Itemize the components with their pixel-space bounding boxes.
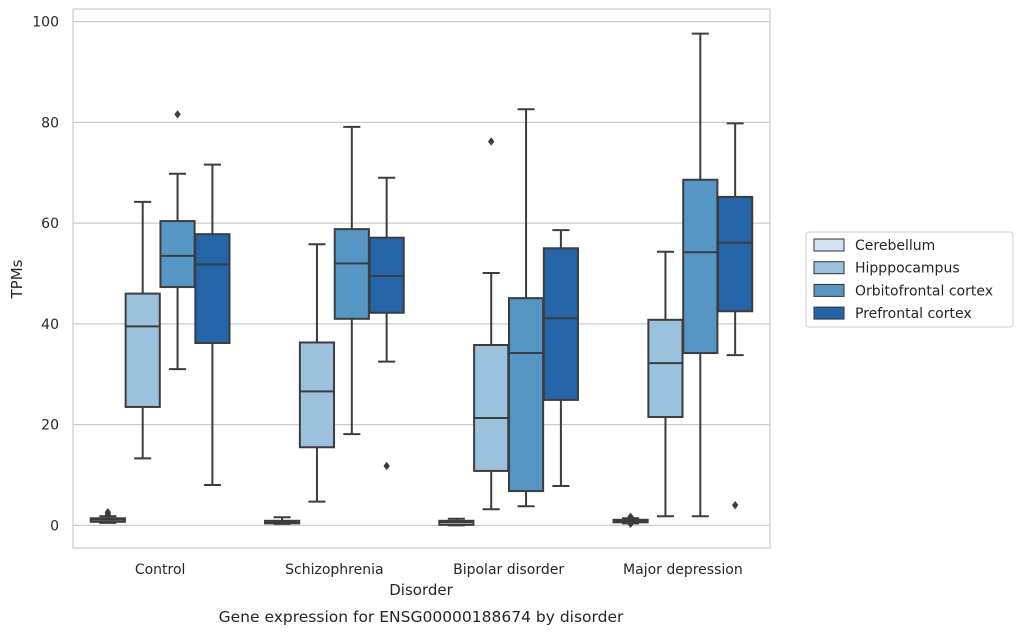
box-cerebellum bbox=[438, 517, 475, 527]
outlier-point bbox=[488, 137, 495, 146]
iqr-box bbox=[542, 247, 579, 401]
legend-label: Orbitofrontal cortex bbox=[855, 283, 993, 299]
box-hipppocampus bbox=[647, 250, 684, 518]
chart-caption: Gene expression for ENSG00000188674 by d… bbox=[219, 608, 624, 626]
x-tick-labels: Control Schizophrenia Bipolar disorder Majo… bbox=[135, 562, 743, 578]
iqr-box bbox=[717, 195, 754, 313]
legend: Cerebellum Hipppocampus Orbitofrontal cort… bbox=[805, 231, 1014, 328]
legend-swatch bbox=[813, 283, 845, 297]
box-prefrontal-cortex bbox=[194, 163, 231, 487]
box-hipppocampus bbox=[124, 200, 161, 460]
box-cerebellum bbox=[612, 512, 649, 529]
legend-swatch bbox=[813, 261, 845, 275]
outlier-point bbox=[627, 512, 634, 521]
y-tick-label: 80 bbox=[41, 115, 59, 131]
y-tick-label: 100 bbox=[32, 15, 59, 31]
iqr-box bbox=[194, 233, 231, 344]
y-tick-label: 20 bbox=[41, 418, 59, 434]
x-tick-label: Bipolar disorder bbox=[453, 562, 564, 578]
x-tick-label: Major depression bbox=[623, 562, 743, 578]
y-tick-labels: 0 20 40 60 80 100 bbox=[32, 15, 59, 535]
plot-frame bbox=[72, 8, 771, 549]
box-prefrontal-cortex bbox=[542, 229, 579, 488]
iqr-box bbox=[124, 292, 161, 408]
box-orbitofrontal-cortex bbox=[159, 110, 196, 371]
legend-label: Cerebellum bbox=[855, 238, 935, 254]
iqr-box bbox=[647, 318, 684, 419]
legend-frame bbox=[805, 231, 1014, 328]
iqr-box bbox=[473, 343, 510, 472]
y-tick-label: 60 bbox=[41, 216, 59, 232]
box-cerebellum bbox=[89, 508, 126, 524]
box-prefrontal-cortex bbox=[717, 122, 754, 510]
iqr-box bbox=[507, 297, 545, 493]
legend-swatch bbox=[813, 238, 845, 252]
legend-swatch bbox=[813, 306, 845, 320]
y-axis-label: TPMs bbox=[8, 259, 26, 299]
y-tick-label: 0 bbox=[50, 518, 59, 534]
box-hipppocampus bbox=[473, 137, 510, 511]
box-orbitofrontal-cortex bbox=[682, 32, 719, 518]
box-cerebellum bbox=[264, 516, 301, 525]
box-prefrontal-cortex bbox=[368, 176, 405, 471]
iqr-box bbox=[159, 220, 196, 289]
iqr-box bbox=[682, 178, 719, 355]
iqr-box bbox=[333, 228, 370, 320]
x-tick-label: Control bbox=[135, 562, 186, 578]
legend-label: Prefrontal cortex bbox=[855, 306, 972, 322]
iqr-box bbox=[298, 341, 336, 449]
outlier-point bbox=[731, 500, 739, 510]
x-tick-label: Schizophrenia bbox=[285, 562, 383, 578]
outlier-point bbox=[627, 519, 634, 529]
box-hipppocampus bbox=[298, 243, 336, 503]
y-tick-label: 40 bbox=[41, 317, 59, 333]
outlier-point bbox=[383, 461, 390, 471]
box-orbitofrontal-cortex bbox=[507, 108, 545, 508]
legend-label: Hipppocampus bbox=[855, 261, 960, 277]
boxes bbox=[89, 32, 754, 529]
outlier-point bbox=[174, 110, 181, 119]
x-axis-label: Disorder bbox=[389, 581, 453, 599]
outlier-point bbox=[104, 508, 112, 517]
